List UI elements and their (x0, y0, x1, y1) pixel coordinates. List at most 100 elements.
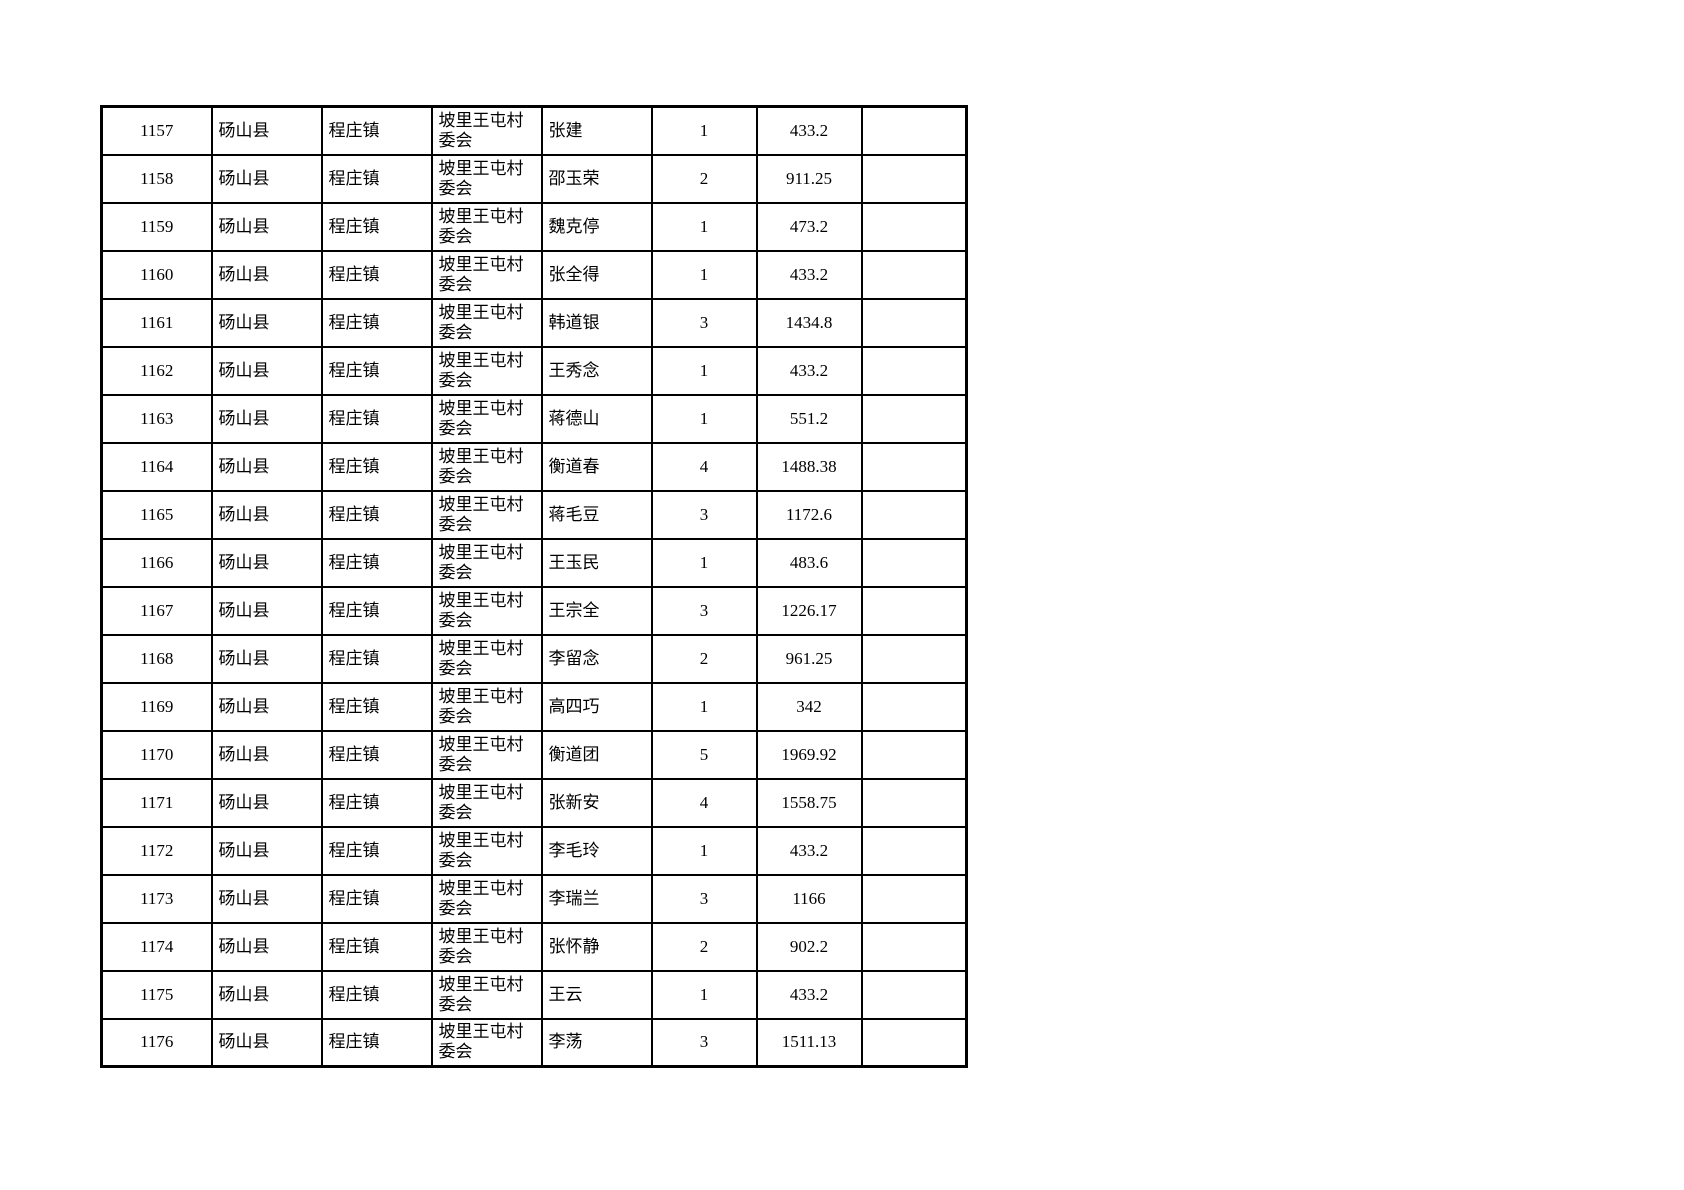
blank-cell (860, 585, 968, 636)
table-row: 1163 砀山县 程庄镇 坡里王屯村委会 蒋德山 1 551.2 (100, 393, 968, 444)
count-cell: 4 (650, 441, 758, 492)
row-number-cell: 1157 (100, 105, 213, 156)
town-cell: 程庄镇 (320, 633, 433, 684)
count-cell: 3 (650, 1017, 758, 1068)
blank-cell (860, 1017, 968, 1068)
person-name-cell: 蒋毛豆 (540, 489, 653, 540)
town-cell: 程庄镇 (320, 681, 433, 732)
table-row: 1175 砀山县 程庄镇 坡里王屯村委会 王云 1 433.2 (100, 969, 968, 1020)
county-cell: 砀山县 (210, 633, 323, 684)
county-cell: 砀山县 (210, 777, 323, 828)
person-name-cell: 王云 (540, 969, 653, 1020)
amount-cell: 433.2 (755, 969, 863, 1020)
row-number-cell: 1171 (100, 777, 213, 828)
blank-cell (860, 537, 968, 588)
town-cell: 程庄镇 (320, 921, 433, 972)
amount-cell: 433.2 (755, 105, 863, 156)
count-cell: 2 (650, 633, 758, 684)
village-committee-cell: 坡里王屯村委会 (430, 633, 543, 684)
village-committee-cell: 坡里王屯村委会 (430, 249, 543, 300)
row-number-cell: 1166 (100, 537, 213, 588)
row-number-cell: 1160 (100, 249, 213, 300)
amount-cell: 483.6 (755, 537, 863, 588)
amount-cell: 1172.6 (755, 489, 863, 540)
person-name-cell: 张全得 (540, 249, 653, 300)
county-cell: 砀山县 (210, 249, 323, 300)
county-cell: 砀山县 (210, 153, 323, 204)
blank-cell (860, 873, 968, 924)
person-name-cell: 衡道团 (540, 729, 653, 780)
county-cell: 砀山县 (210, 489, 323, 540)
count-cell: 3 (650, 489, 758, 540)
row-number-cell: 1169 (100, 681, 213, 732)
count-cell: 1 (650, 105, 758, 156)
town-cell: 程庄镇 (320, 873, 433, 924)
count-cell: 1 (650, 345, 758, 396)
count-cell: 3 (650, 585, 758, 636)
amount-cell: 1511.13 (755, 1017, 863, 1068)
amount-cell: 551.2 (755, 393, 863, 444)
row-number-cell: 1168 (100, 633, 213, 684)
county-cell: 砀山县 (210, 969, 323, 1020)
count-cell: 1 (650, 681, 758, 732)
town-cell: 程庄镇 (320, 825, 433, 876)
blank-cell (860, 633, 968, 684)
person-name-cell: 韩道银 (540, 297, 653, 348)
amount-cell: 1434.8 (755, 297, 863, 348)
county-cell: 砀山县 (210, 201, 323, 252)
village-committee-cell: 坡里王屯村委会 (430, 921, 543, 972)
county-cell: 砀山县 (210, 345, 323, 396)
row-number-cell: 1175 (100, 969, 213, 1020)
count-cell: 1 (650, 201, 758, 252)
amount-cell: 911.25 (755, 153, 863, 204)
person-name-cell: 李留念 (540, 633, 653, 684)
town-cell: 程庄镇 (320, 201, 433, 252)
blank-cell (860, 921, 968, 972)
table-row: 1170 砀山县 程庄镇 坡里王屯村委会 衡道团 5 1969.92 (100, 729, 968, 780)
table-row: 1161 砀山县 程庄镇 坡里王屯村委会 韩道银 3 1434.8 (100, 297, 968, 348)
count-cell: 5 (650, 729, 758, 780)
table-row: 1167 砀山县 程庄镇 坡里王屯村委会 王宗全 3 1226.17 (100, 585, 968, 636)
row-number-cell: 1167 (100, 585, 213, 636)
village-committee-cell: 坡里王屯村委会 (430, 537, 543, 588)
village-committee-cell: 坡里王屯村委会 (430, 489, 543, 540)
row-number-cell: 1172 (100, 825, 213, 876)
amount-cell: 1558.75 (755, 777, 863, 828)
table-row: 1176 砀山县 程庄镇 坡里王屯村委会 李荡 3 1511.13 (100, 1017, 968, 1068)
town-cell: 程庄镇 (320, 297, 433, 348)
blank-cell (860, 777, 968, 828)
town-cell: 程庄镇 (320, 729, 433, 780)
row-number-cell: 1161 (100, 297, 213, 348)
row-number-cell: 1159 (100, 201, 213, 252)
blank-cell (860, 969, 968, 1020)
town-cell: 程庄镇 (320, 249, 433, 300)
person-name-cell: 张新安 (540, 777, 653, 828)
subsidy-list-table: 1157 砀山县 程庄镇 坡里王屯村委会 张建 1 433.2 1158 砀山县… (100, 105, 968, 1068)
village-committee-cell: 坡里王屯村委会 (430, 969, 543, 1020)
town-cell: 程庄镇 (320, 537, 433, 588)
blank-cell (860, 297, 968, 348)
village-committee-cell: 坡里王屯村委会 (430, 297, 543, 348)
village-committee-cell: 坡里王屯村委会 (430, 1017, 543, 1068)
count-cell: 3 (650, 297, 758, 348)
county-cell: 砀山县 (210, 1017, 323, 1068)
town-cell: 程庄镇 (320, 489, 433, 540)
blank-cell (860, 153, 968, 204)
count-cell: 2 (650, 921, 758, 972)
table-row: 1162 砀山县 程庄镇 坡里王屯村委会 王秀念 1 433.2 (100, 345, 968, 396)
blank-cell (860, 345, 968, 396)
blank-cell (860, 393, 968, 444)
county-cell: 砀山县 (210, 105, 323, 156)
town-cell: 程庄镇 (320, 777, 433, 828)
village-committee-cell: 坡里王屯村委会 (430, 585, 543, 636)
table-row: 1169 砀山县 程庄镇 坡里王屯村委会 高四巧 1 342 (100, 681, 968, 732)
town-cell: 程庄镇 (320, 441, 433, 492)
person-name-cell: 高四巧 (540, 681, 653, 732)
table-row: 1157 砀山县 程庄镇 坡里王屯村委会 张建 1 433.2 (100, 105, 968, 156)
county-cell: 砀山县 (210, 537, 323, 588)
table-row: 1164 砀山县 程庄镇 坡里王屯村委会 衡道春 4 1488.38 (100, 441, 968, 492)
table-row: 1165 砀山县 程庄镇 坡里王屯村委会 蒋毛豆 3 1172.6 (100, 489, 968, 540)
county-cell: 砀山县 (210, 825, 323, 876)
count-cell: 1 (650, 825, 758, 876)
table-row: 1158 砀山县 程庄镇 坡里王屯村委会 邵玉荣 2 911.25 (100, 153, 968, 204)
